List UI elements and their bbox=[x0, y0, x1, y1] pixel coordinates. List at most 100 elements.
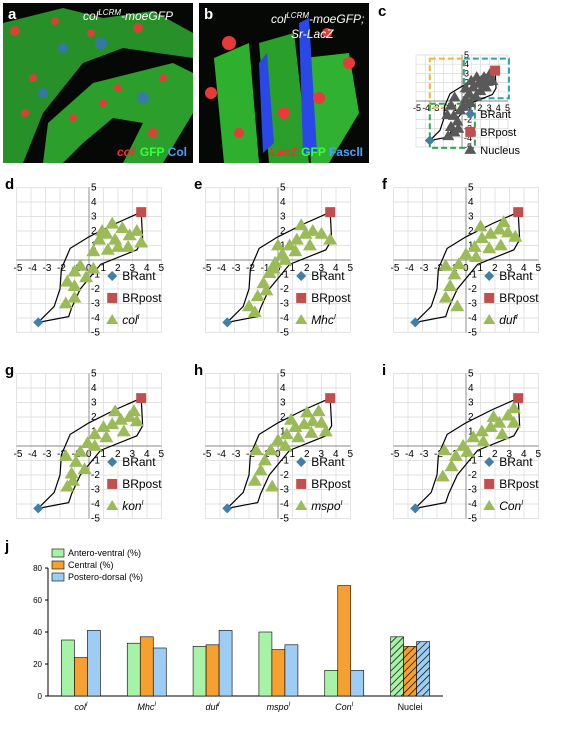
x-tick-label: 3 bbox=[130, 449, 136, 460]
y-tick-label: -4 bbox=[468, 313, 477, 324]
data-point bbox=[496, 215, 511, 228]
data-point bbox=[469, 250, 484, 262]
legend-brpost-marker bbox=[296, 292, 307, 303]
x-tick-label: 1 bbox=[478, 449, 484, 460]
x-tick-label: -5 bbox=[413, 103, 421, 113]
y-tick-label: -5 bbox=[468, 328, 477, 339]
bar-category-sup: I bbox=[218, 702, 220, 708]
y-tick-label: 3 bbox=[280, 212, 286, 223]
legend-brpost-marker bbox=[484, 292, 495, 303]
bar bbox=[390, 636, 404, 697]
x-tick-label: 3 bbox=[130, 263, 136, 274]
data-point bbox=[126, 404, 141, 417]
bar bbox=[139, 636, 154, 697]
data-point bbox=[116, 424, 131, 437]
bar bbox=[218, 630, 233, 697]
data-point bbox=[99, 430, 114, 443]
data-point bbox=[447, 267, 462, 280]
data-point bbox=[242, 299, 256, 312]
panel-b-caption-gene: col bbox=[271, 12, 287, 26]
legend-label: dufI bbox=[499, 313, 518, 327]
data-point bbox=[314, 415, 329, 428]
x-tick-label: 2 bbox=[115, 449, 121, 460]
data-point bbox=[121, 239, 136, 252]
data-point bbox=[288, 244, 303, 257]
data-point bbox=[438, 258, 453, 271]
y-tick-label: 2 bbox=[91, 412, 97, 423]
legend-label: BRpost bbox=[499, 291, 539, 305]
y-tick-label: 5 bbox=[464, 50, 469, 60]
data-point bbox=[451, 257, 466, 270]
data-point bbox=[508, 229, 523, 242]
y-tick-label: -1 bbox=[91, 270, 100, 281]
bar-chart: 0 20 40 60 80 colI MhcI dufI mspoI ConI Nuclei Ante… bbox=[33, 548, 443, 712]
panel-j-label: j bbox=[5, 538, 10, 555]
legend-label: BRpost bbox=[311, 477, 351, 491]
x-tick-label: 0 bbox=[275, 263, 281, 274]
legend-label-sup: I bbox=[334, 314, 336, 321]
y-tick-label: -3 bbox=[280, 485, 289, 496]
data-point bbox=[129, 224, 144, 236]
y-tick-label: 3 bbox=[464, 68, 469, 78]
stain-col-sup: I bbox=[134, 144, 137, 153]
data-point bbox=[259, 283, 274, 296]
y-tick-label: -5 bbox=[280, 328, 289, 339]
legend-label-sup: I bbox=[521, 500, 523, 507]
bar-legend-label: Central (%) bbox=[68, 560, 114, 570]
y-tick-label: 4 bbox=[91, 383, 97, 394]
legend-label: BRpost bbox=[122, 477, 162, 491]
y-tick-label: 2 bbox=[464, 78, 469, 88]
panel-a-micrograph bbox=[3, 3, 193, 163]
brant-point bbox=[33, 503, 44, 514]
panel-b-label: b bbox=[204, 6, 214, 23]
brant-point bbox=[424, 135, 435, 146]
legend-label-sup: I bbox=[341, 500, 343, 507]
data-point bbox=[266, 261, 281, 274]
x-tick-label: -1 bbox=[261, 263, 270, 274]
panel-a-stains: colI GFP Col bbox=[117, 144, 187, 159]
data-point bbox=[79, 270, 94, 283]
y-tick-label: -2 bbox=[468, 470, 477, 481]
x-tick-label: 4 bbox=[333, 263, 339, 274]
bar-category-label: Nuclei bbox=[398, 702, 423, 712]
panel-g-label: g bbox=[5, 362, 15, 379]
x-tick-label: 4 bbox=[521, 263, 527, 274]
data-point bbox=[111, 239, 125, 252]
y-tick-label: -4 bbox=[91, 313, 100, 324]
y-tick-label: -3 bbox=[91, 299, 100, 310]
data-point bbox=[284, 412, 299, 425]
legend-series-marker bbox=[464, 143, 477, 154]
legend-brpost-marker bbox=[107, 478, 118, 489]
data-point bbox=[460, 444, 475, 457]
brpost-point bbox=[513, 207, 524, 218]
y-tick-label: 5 bbox=[91, 183, 97, 194]
data-point bbox=[256, 276, 271, 289]
x-tick-label: 0 bbox=[86, 449, 92, 460]
y-tick-label: 2 bbox=[91, 226, 97, 237]
x-tick-label: -5 bbox=[391, 449, 400, 460]
bar-y-tick-label: 80 bbox=[33, 564, 42, 573]
legend-series-marker bbox=[106, 499, 119, 510]
panel-j: j 0 20 40 60 80 colI MhcI dufI mspoI ConI Nuclei An… bbox=[0, 538, 567, 724]
bar bbox=[205, 644, 220, 697]
panel-a-label: a bbox=[8, 6, 17, 23]
bar-category-sup: I bbox=[86, 702, 88, 708]
data-point bbox=[483, 226, 498, 239]
y-tick-label: -2 bbox=[91, 284, 100, 295]
dorsal-region-box bbox=[462, 57, 510, 100]
data-point bbox=[86, 244, 101, 257]
y-tick-label: 4 bbox=[280, 197, 286, 208]
brant-point bbox=[222, 317, 233, 328]
x-tick-label: 2 bbox=[477, 103, 482, 113]
data-point bbox=[474, 424, 489, 437]
data-point bbox=[451, 115, 464, 126]
legend-series-marker bbox=[106, 313, 119, 324]
data-point bbox=[459, 247, 473, 260]
y-tick-label: 5 bbox=[91, 369, 97, 380]
x-tick-label: 3 bbox=[319, 449, 325, 460]
data-point bbox=[467, 81, 480, 92]
x-tick-label: 4 bbox=[144, 263, 150, 274]
bar bbox=[324, 670, 339, 697]
data-point bbox=[305, 224, 320, 236]
bar bbox=[284, 644, 299, 697]
